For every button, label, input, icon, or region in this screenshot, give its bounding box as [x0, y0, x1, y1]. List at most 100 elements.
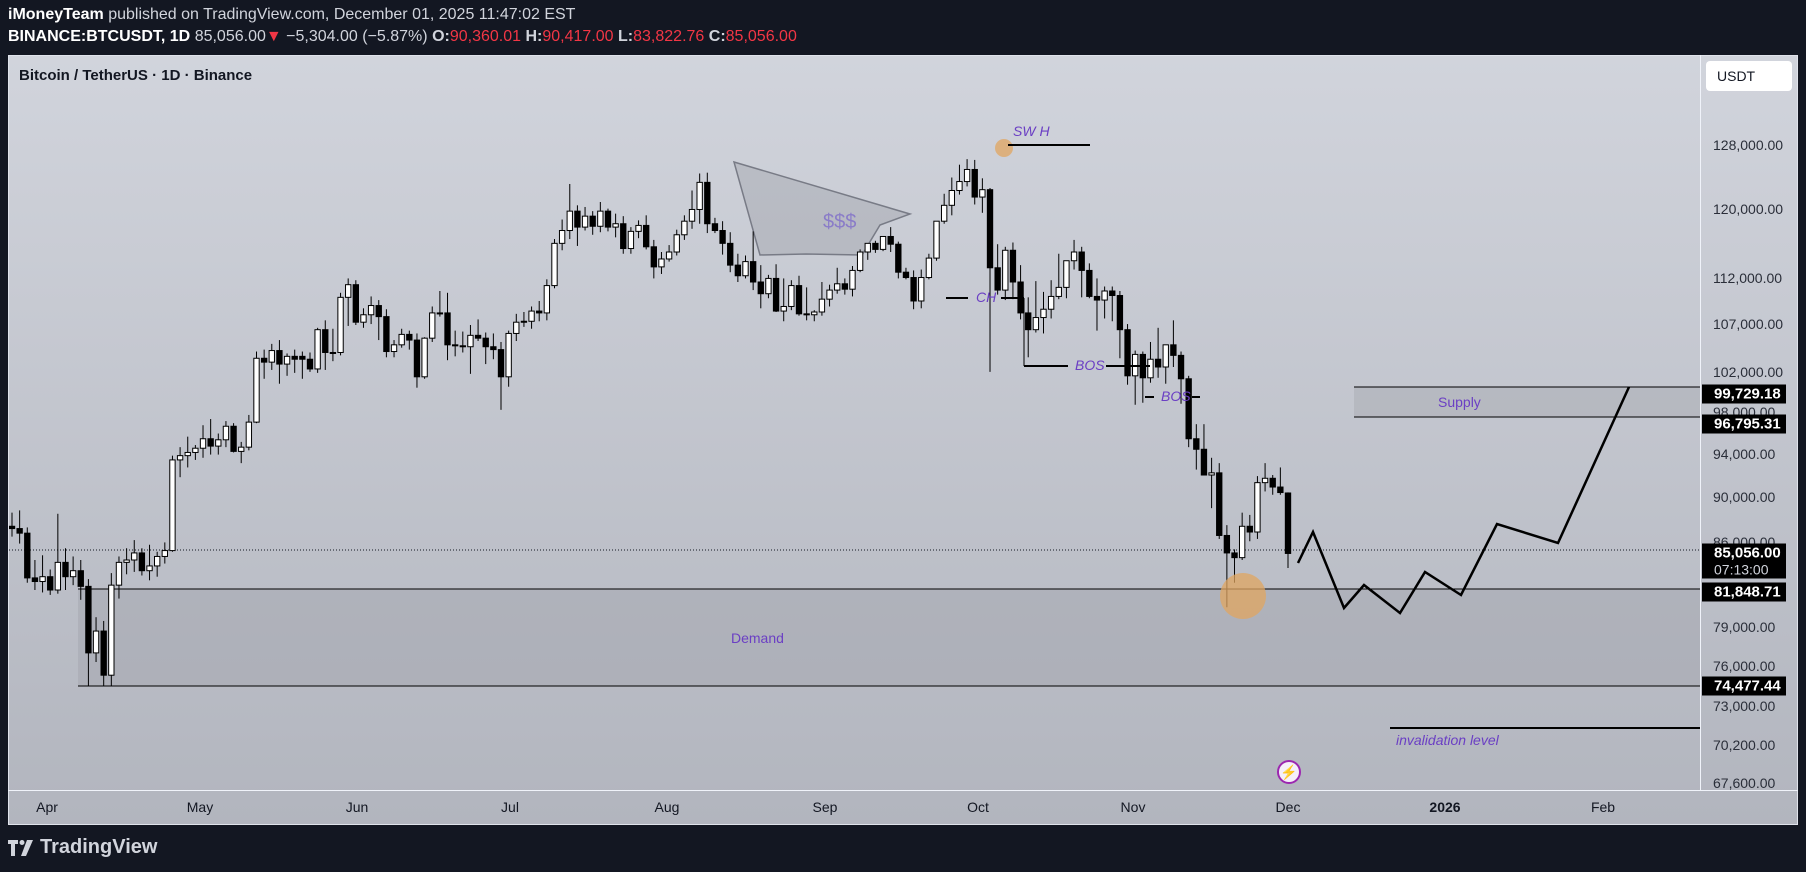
demand-zone[interactable] [78, 589, 1700, 686]
candle [826, 289, 833, 300]
candle [749, 261, 757, 283]
time-axis-label: 2026 [1429, 799, 1461, 815]
candle [1177, 354, 1185, 380]
invalidation-label[interactable]: invalidation level [1396, 732, 1499, 748]
candle [742, 261, 749, 277]
price-tag: 74,477.44 [1702, 676, 1786, 696]
candle [986, 189, 994, 269]
price-tag: 85,056.00 07:13:00 [1702, 543, 1786, 579]
candle [1093, 295, 1101, 301]
candle [398, 333, 405, 346]
candle [803, 313, 810, 316]
lightning-event-icon[interactable]: ⚡ [1277, 760, 1301, 784]
candle [711, 223, 719, 232]
candle [543, 285, 551, 314]
candle [902, 271, 910, 279]
candle [1154, 358, 1162, 368]
candle [100, 630, 107, 676]
open-label: O: [432, 28, 450, 45]
candle [795, 285, 803, 315]
candle [910, 277, 917, 302]
candle [673, 234, 680, 253]
candle [467, 334, 474, 348]
candle [933, 220, 940, 259]
price-tag-value: 81,848.71 [1714, 583, 1781, 601]
candle [1063, 260, 1070, 288]
time-axis-label: Feb [1590, 799, 1616, 815]
candle [963, 168, 971, 183]
candle [1162, 344, 1169, 368]
currency-button[interactable]: USDT [1706, 61, 1792, 91]
candle [1254, 482, 1261, 533]
time-axis-label: Jul [501, 799, 519, 815]
swing-high-marker[interactable] [995, 139, 1013, 157]
price-axis[interactable] [1700, 55, 1798, 790]
candle [1277, 486, 1284, 494]
bos-label-1[interactable]: BOS [1075, 357, 1105, 373]
candle [727, 242, 734, 266]
candle [108, 584, 115, 676]
price-tag-value: 85,056.00 [1714, 544, 1781, 562]
candle [291, 355, 298, 360]
candle [360, 314, 367, 323]
author-name[interactable]: iMoneyTeam [8, 6, 104, 23]
time-axis[interactable] [8, 790, 1798, 825]
supply-label[interactable]: Supply [1438, 394, 1481, 410]
candle [604, 210, 612, 228]
candle [207, 438, 214, 447]
candle [314, 329, 321, 370]
candle [268, 350, 275, 363]
candle [658, 258, 665, 268]
ch-label[interactable]: CH [976, 289, 997, 305]
price-axis-label: 79,000.00 [1713, 619, 1776, 636]
candle [375, 305, 382, 318]
low-value: 83,822.76 [633, 28, 705, 45]
candle [459, 345, 466, 348]
low-label: L: [618, 28, 634, 45]
candle [574, 210, 581, 228]
price-tag-value: 74,477.44 [1714, 677, 1781, 695]
chart-pane[interactable] [8, 55, 1798, 825]
candle [1231, 552, 1238, 559]
candle [184, 451, 191, 457]
candle [581, 215, 589, 228]
sw-h-label[interactable]: SW H [1013, 123, 1050, 139]
candle [864, 242, 871, 253]
candle [77, 570, 84, 587]
brand-name: TradingView [40, 836, 158, 858]
price-axis-label: 94,000.00 [1713, 445, 1776, 462]
candle [665, 251, 673, 260]
candle [1261, 477, 1269, 484]
projection-path[interactable] [1296, 386, 1631, 615]
close-value: 85,056.00 [725, 28, 797, 45]
liquidity-label[interactable]: $$$ [823, 211, 857, 233]
symbol-name: BINANCE:BTCUSDT, 1D [8, 28, 191, 45]
candle [1002, 249, 1009, 291]
tradingview-logo[interactable]: TradingView [8, 836, 157, 859]
candle [1185, 378, 1192, 440]
price-tag-value: 99,729.18 [1714, 385, 1781, 403]
price-tag: 81,848.71 [1702, 582, 1786, 602]
candle [925, 257, 933, 279]
supply-zone[interactable] [1354, 387, 1700, 417]
bos-label-2[interactable]: BOS [1161, 388, 1191, 404]
candle [918, 277, 925, 302]
candle [367, 305, 375, 316]
candle [1208, 472, 1215, 476]
candle [161, 550, 168, 557]
candle [345, 284, 352, 298]
candle [772, 277, 780, 312]
demand-touch-marker[interactable] [1220, 573, 1266, 619]
high-label: H: [525, 28, 543, 45]
demand-label[interactable]: Demand [731, 630, 784, 646]
candle [451, 344, 459, 347]
candle [872, 242, 879, 250]
candle [1170, 344, 1177, 356]
time-axis-label: May [186, 799, 214, 815]
time-axis-label: Jun [345, 799, 369, 815]
candle [1116, 295, 1124, 331]
candle [1246, 525, 1253, 533]
candle [956, 181, 963, 191]
candle [429, 312, 436, 339]
